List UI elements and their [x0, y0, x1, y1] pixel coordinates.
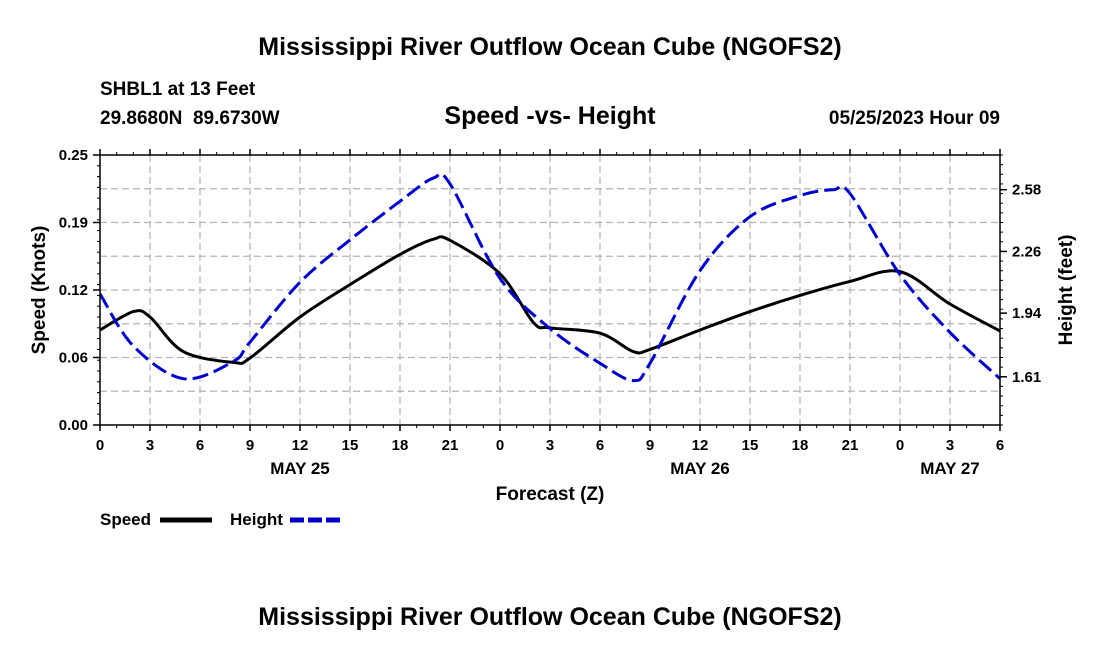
coordinates-label: 29.8680N 89.6730W	[100, 108, 280, 129]
legend: Speed Height	[100, 510, 342, 529]
x-tick-label: 12	[692, 437, 709, 454]
timestamp-label: 05/25/2023 Hour 09	[829, 108, 1000, 129]
series-height-line	[98, 172, 1002, 383]
y-left-tick-label: 0.19	[59, 215, 88, 232]
x-tick-label: 6	[196, 437, 204, 454]
x-tick-label: 3	[946, 437, 954, 454]
station-label: SHBL1 at 13 Feet	[100, 79, 256, 100]
x-tick-label: 21	[842, 437, 859, 454]
x-tick-label: 15	[742, 437, 759, 454]
legend-height-label: Height	[230, 510, 283, 529]
y-left-tick-label: 0.06	[59, 350, 88, 367]
footer-title: Mississippi River Outflow Ocean Cube (NG…	[258, 603, 841, 631]
date-label: MAY 27	[920, 459, 980, 478]
y-axis-left-label: Speed (Knots)	[29, 226, 50, 355]
x-tick-label: 0	[96, 437, 104, 454]
x-tick-label: 21	[442, 437, 459, 454]
x-tick-label: 15	[342, 437, 359, 454]
x-tick-label: 9	[246, 437, 254, 454]
x-tick-label: 12	[292, 437, 309, 454]
y-right-tick-label: 1.94	[1012, 305, 1042, 322]
x-tick-label: 9	[646, 437, 654, 454]
plot-frame	[99, 154, 1001, 426]
x-tick-label: 3	[146, 437, 154, 454]
x-tick-label: 3	[546, 437, 554, 454]
date-label: MAY 25	[270, 459, 330, 478]
x-tick-label: 6	[996, 437, 1004, 454]
series-lines	[98, 172, 1002, 383]
x-tick-label: 0	[896, 437, 904, 454]
series-speed-line	[99, 235, 1001, 365]
main-title: Mississippi River Outflow Ocean Cube (NG…	[258, 33, 841, 61]
x-tick-label: 6	[596, 437, 604, 454]
x-tick-label: 0	[496, 437, 504, 454]
y-left-tick-label: 0.12	[59, 282, 88, 299]
x-tick-label: 18	[392, 437, 409, 454]
y-right-tick-label: 2.58	[1012, 182, 1041, 199]
y-axis-right-label: Height (feet)	[1056, 235, 1077, 346]
x-axis-label: Forecast (Z)	[496, 484, 605, 505]
grid	[100, 155, 1000, 425]
y-right-tick-label: 2.26	[1012, 243, 1041, 260]
legend-speed-label: Speed	[100, 510, 151, 529]
chart-title: Speed -vs- Height	[444, 102, 656, 130]
date-label: MAY 26	[670, 459, 730, 478]
y-right-tick-label: 1.61	[1012, 369, 1041, 386]
y-left-tick-label: 0.00	[59, 417, 88, 434]
x-tick-label: 18	[792, 437, 809, 454]
y-left-tick-label: 0.25	[59, 147, 88, 164]
